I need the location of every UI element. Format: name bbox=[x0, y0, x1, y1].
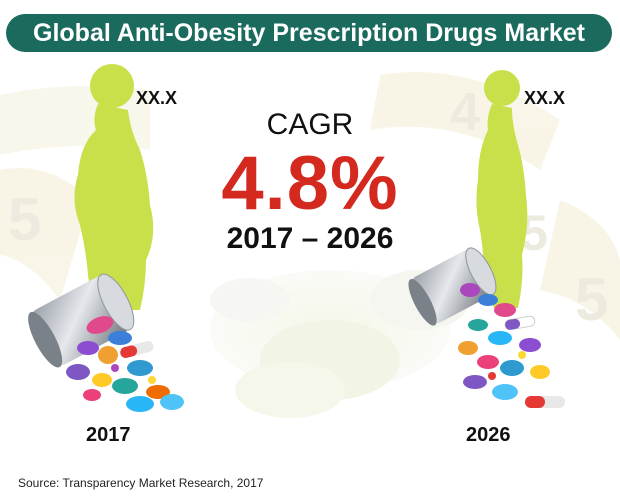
title-banner: Global Anti-Obesity Prescription Drugs M… bbox=[6, 14, 612, 52]
svg-text:5: 5 bbox=[575, 266, 608, 333]
svg-text:4: 4 bbox=[450, 82, 480, 142]
source-note: Source: Transparency Market Research, 20… bbox=[18, 476, 264, 490]
page-title: Global Anti-Obesity Prescription Drugs M… bbox=[33, 18, 585, 47]
cagr-period: 2017 – 2026 bbox=[226, 222, 394, 255]
body-silhouette-icon bbox=[476, 70, 528, 308]
market-value-2026: XX.X bbox=[524, 88, 566, 108]
measuring-tape-icon: 4 5 5 bbox=[370, 72, 620, 340]
year-label-2026: 2026 bbox=[466, 424, 511, 446]
pill-bottle-icon bbox=[28, 273, 184, 412]
market-value-2017: XX.X bbox=[136, 88, 178, 108]
body-silhouette-icon bbox=[74, 64, 154, 310]
year-label-2017: 2017 bbox=[86, 424, 131, 446]
svg-text:5: 5 bbox=[8, 186, 41, 253]
cagr-value: 4.8% bbox=[221, 141, 399, 226]
pill-bottle-icon bbox=[408, 247, 565, 408]
cagr-label: CAGR bbox=[266, 108, 354, 141]
